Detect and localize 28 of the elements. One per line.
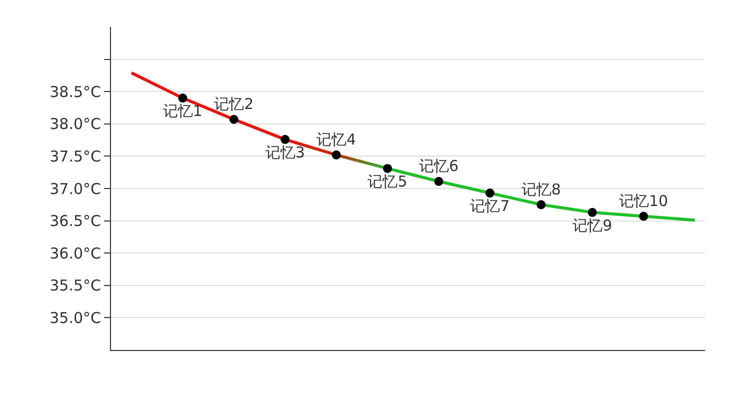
data-label: 记忆5	[368, 172, 408, 190]
data-label: 记忆1	[162, 102, 202, 120]
y-tick-label: 38.0°C	[50, 115, 101, 134]
data-label: 记忆9	[572, 216, 612, 234]
y-tick-label: 37.5°C	[50, 147, 101, 166]
point	[178, 94, 188, 103]
y-tick-label: 37.0°C	[50, 180, 101, 198]
y-tick-label: 35.5°C	[50, 276, 101, 295]
point	[485, 188, 494, 198]
data-label: 记忆10	[619, 192, 668, 210]
point	[588, 208, 597, 217]
data-label: 记忆4	[316, 130, 356, 149]
y-tick-label: 38.5°C	[50, 82, 101, 101]
y-tick-label: 36.5°C	[50, 212, 101, 230]
point	[280, 134, 290, 144]
y-tick-label: 35.0°C	[50, 308, 101, 327]
data-label: 记忆2	[214, 95, 254, 114]
point	[639, 212, 648, 221]
data-label: 记忆6	[418, 157, 458, 176]
data-label: 记忆7	[470, 196, 510, 215]
data-label: 记忆8	[521, 180, 561, 198]
point	[536, 200, 546, 210]
point	[434, 176, 444, 186]
y-tick-label: 36.0°C	[50, 244, 101, 262]
data-label: 记忆3	[265, 143, 305, 162]
point	[229, 114, 238, 124]
point	[332, 150, 341, 160]
point	[383, 164, 392, 173]
